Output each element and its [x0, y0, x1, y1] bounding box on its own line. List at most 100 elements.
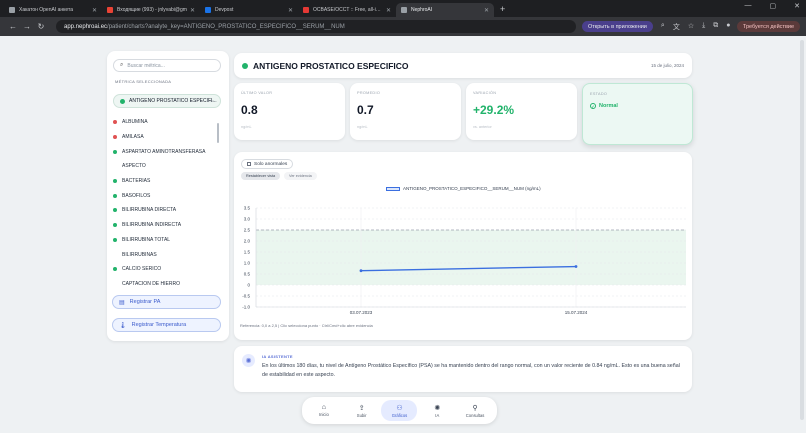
metric-item[interactable]: AMILASA: [113, 130, 221, 145]
view-evidence-button[interactable]: Ver evidencia: [284, 172, 317, 180]
minimize-icon[interactable]: —: [744, 2, 752, 9]
browser-tab-active[interactable]: NephroAI ✕: [396, 3, 494, 17]
legend-swatch: [386, 186, 400, 191]
y-tick-label: -0.5: [242, 294, 250, 299]
close-icon[interactable]: ✕: [91, 7, 97, 14]
thermometer-icon: 🌡: [119, 322, 127, 329]
metric-item[interactable]: BILIRRUBINAS: [113, 247, 221, 262]
checkbox[interactable]: [247, 162, 251, 166]
tab-favicon-icon: [9, 7, 15, 13]
metric-list-scrollbar[interactable]: [217, 123, 219, 143]
ai-summary-text: En los últimos 180 días, tu nivel de Ant…: [262, 363, 680, 378]
status-card[interactable]: ESTADO ✓ Normal: [582, 83, 693, 145]
check-circle-icon: ✓: [590, 103, 596, 109]
y-tick-label: 0: [247, 283, 250, 288]
nav-graficos[interactable]: ⚇ Gráficos: [381, 400, 418, 421]
reload-icon[interactable]: ↻: [37, 22, 45, 31]
register-pa-button[interactable]: ▤ Registrar PA: [112, 295, 221, 309]
average-value: 0.7: [357, 103, 374, 117]
toolbar-icons: ⌕ 文 ☆ ⤓ ⧉ ●: [661, 22, 731, 32]
metric-item[interactable]: BACTERIAS: [113, 174, 221, 189]
maximize-icon[interactable]: ▢: [769, 3, 777, 10]
close-icon[interactable]: ✕: [385, 7, 391, 14]
download-icon[interactable]: ⤓: [702, 21, 706, 29]
address-bar: ← → ↻ app.nephroai.ec/patient/charts?ana…: [0, 17, 806, 36]
metric-search-input[interactable]: ⌕ Buscar métrica...: [113, 59, 221, 72]
status-dot: [113, 179, 117, 184]
data-point: [359, 269, 363, 273]
status-dot: [113, 120, 117, 125]
status-dot: [242, 62, 248, 69]
metric-item[interactable]: BILIRRUBINA TOTAL: [113, 233, 221, 248]
only-abnormal-toggle[interactable]: Solo anormales: [241, 159, 294, 169]
metric-list: ALBUMINA AMILASA ASPARTATO AMINOTRANSFER…: [113, 115, 221, 291]
selected-metric-dropdown[interactable]: ANTIGENO PROSTATICO ESPECIFI... ⋯: [113, 94, 221, 108]
new-tab-icon[interactable]: +: [500, 3, 506, 14]
extensions-icon[interactable]: ⧉: [713, 21, 719, 29]
metric-item[interactable]: BILIRRUBINA INDIRECTA: [113, 218, 221, 233]
line-chart[interactable]: 3.5 3.0 2.5 2.0 1.5 1.0 0.5 0 -0.5 -1.0 03.07.2023…: [234, 152, 692, 322]
nav-inicio[interactable]: ⌂ Inicio: [319, 404, 329, 417]
window-controls: — ▢ ✕: [745, 2, 801, 10]
forward-icon[interactable]: →: [23, 22, 31, 31]
blood-pressure-icon: ▤: [119, 299, 125, 306]
ai-assistant-icon: ✺: [242, 354, 255, 367]
metric-item[interactable]: CALCIO SERICO: [113, 262, 221, 277]
update-required-button[interactable]: Требуется действие: [736, 21, 800, 32]
open-in-app-button[interactable]: Открыть в приложении: [582, 21, 653, 32]
close-icon[interactable]: ✕: [287, 7, 293, 14]
metric-item[interactable]: CAPTACION DE HIERRO: [113, 277, 221, 292]
nav-ia[interactable]: ✺ IA: [434, 404, 441, 418]
search-icon: ⌕: [120, 62, 124, 68]
browser-tab[interactable]: Хакатон OpenAI анкета ✕: [4, 3, 102, 17]
back-icon[interactable]: ←: [9, 22, 17, 31]
chart-card: Solo anormales Restablecer vista Ver evi…: [234, 152, 692, 340]
browser-tab[interactable]: Входящие (993) - jnlyvabi@gm ✕: [102, 3, 200, 17]
metric-item[interactable]: ASPARTATO AMINOTRANSFERASA: [113, 144, 221, 159]
page-scrollbar[interactable]: [800, 40, 804, 420]
reference-band: [256, 230, 686, 285]
nav-subir[interactable]: ⇪ Subir: [356, 404, 367, 418]
status-dot: [113, 135, 117, 140]
status-dot: [113, 267, 117, 272]
x-tick-label: 03.07.2023: [350, 310, 373, 315]
more-icon[interactable]: ⋯: [208, 98, 214, 105]
status-dot: [113, 223, 117, 228]
status-dot: [113, 282, 117, 286]
profile-avatar-icon[interactable]: ●: [726, 21, 731, 29]
close-icon[interactable]: ✕: [483, 7, 489, 14]
chart-legend[interactable]: ANTIGENO_PROSTATICO_ESPECIFICO__SERUM__N…: [386, 186, 541, 191]
metric-item[interactable]: BILIRRUBINA DIRECTA: [113, 203, 221, 218]
translate-icon[interactable]: 文: [672, 23, 680, 31]
upload-icon: ⇪: [358, 404, 365, 412]
x-tick-label: 15.07.2024: [565, 310, 588, 315]
close-icon[interactable]: ✕: [189, 7, 195, 14]
bookmark-star-icon[interactable]: ☆: [687, 22, 695, 30]
browser-tab-bar: Хакатон OpenAI анкета ✕ Входящие (993) - …: [0, 0, 806, 17]
metric-item[interactable]: ALBUMINA: [113, 115, 221, 130]
status-dot: [113, 237, 117, 242]
zoom-icon[interactable]: ⌕: [660, 21, 665, 29]
metric-item[interactable]: BASOFILOS: [113, 188, 221, 203]
url-field[interactable]: app.nephroai.ec/patient/charts?analyte_k…: [56, 20, 576, 33]
metric-item[interactable]: ASPECTO: [113, 159, 221, 174]
nephroai-favicon-icon: [401, 7, 407, 13]
series-line: [360, 265, 577, 272]
report-date: 15 de julio, 2024: [650, 63, 684, 68]
gmail-icon: [107, 7, 113, 13]
browser-tab[interactable]: Devpost ✕: [200, 3, 298, 17]
browser-tab[interactable]: OCBASE/OCCT :: Free, all-in-one ✕: [298, 3, 396, 17]
chart-icon: ⚇: [396, 404, 403, 412]
close-window-icon[interactable]: ✕: [794, 3, 800, 10]
data-point: [574, 265, 578, 268]
y-tick-label: 2.0: [244, 239, 251, 244]
register-temperature-button[interactable]: 🌡 Registrar Temperatura: [112, 318, 221, 332]
status-dot: [113, 164, 117, 168]
metric-header: ANTIGENO PROSTATICO ESPECIFICO 15 de jul…: [234, 53, 692, 78]
selected-metric-label: MÉTRICA SELECCIONADA: [115, 79, 172, 84]
status-dot: [113, 193, 117, 198]
ai-assistant-card: ✺ IA ASISTENTE En los últimos 180 días, …: [234, 346, 692, 392]
status-dot: [113, 208, 117, 213]
reset-view-button[interactable]: Restablecer vista: [241, 172, 281, 180]
nav-consultas[interactable]: ⚲ Consultas: [465, 404, 485, 418]
